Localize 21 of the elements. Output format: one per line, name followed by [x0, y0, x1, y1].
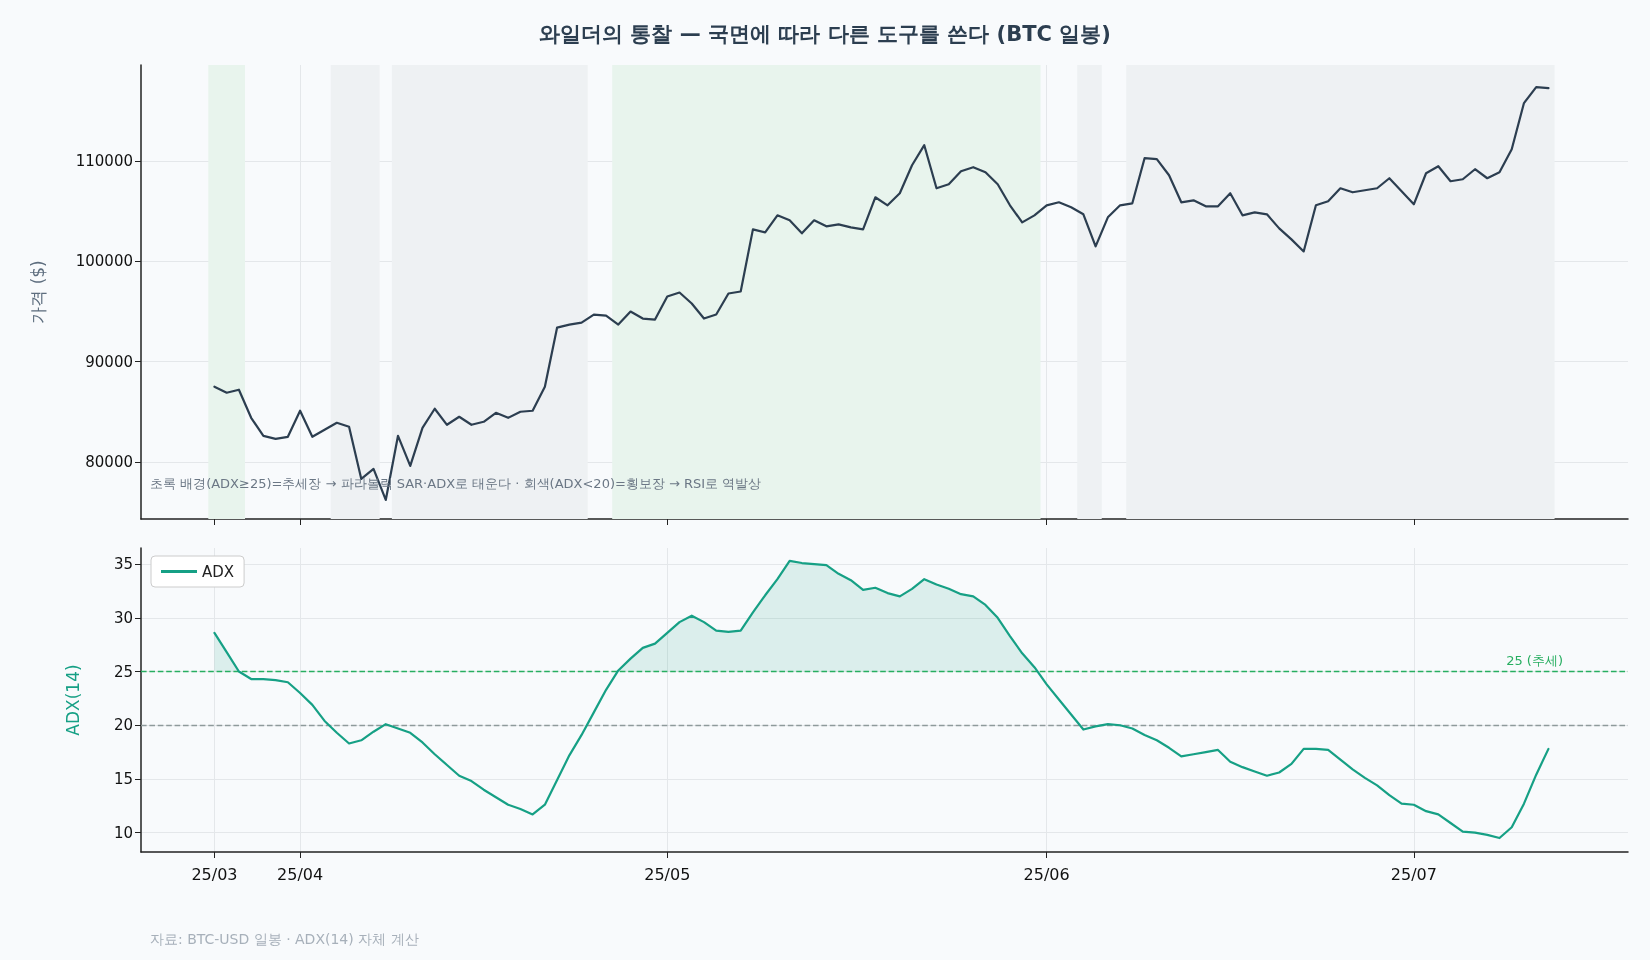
- y-tick-label: 10: [113, 823, 133, 842]
- x-tick-label: 25/07: [1390, 864, 1437, 884]
- legend-label: ADX: [202, 562, 235, 581]
- y-axis-title: ADX(14): [62, 664, 83, 736]
- y-tick-label: 80000: [85, 452, 133, 471]
- y-tick-label: 35: [113, 555, 133, 574]
- x-tick-label: 25/04: [277, 864, 324, 884]
- y-tick-label: 20: [113, 716, 133, 735]
- y-tick-label: 110000: [75, 152, 133, 171]
- y-tick-label: 30: [113, 608, 133, 627]
- x-tick-label: 25/03: [191, 864, 238, 884]
- y-tick-label: 100000: [75, 252, 133, 271]
- chart-title: 와일더의 통찰 — 국면에 따라 다른 도구를 쓴다 (BTC 일봉): [539, 21, 1111, 46]
- y-tick-label: 90000: [85, 352, 133, 371]
- y-axis-title: 가격 ($): [27, 260, 48, 324]
- ref-line-label: 25 (추세): [1506, 652, 1563, 668]
- text: 자료: BTC-USD 일봉 · ADX(14) 자체 계산: [150, 931, 419, 947]
- y-tick-label: 15: [113, 769, 133, 788]
- y-tick-label: 25: [113, 662, 133, 681]
- x-tick-label: 25/05: [644, 864, 691, 884]
- x-tick-label: 25/06: [1023, 864, 1070, 884]
